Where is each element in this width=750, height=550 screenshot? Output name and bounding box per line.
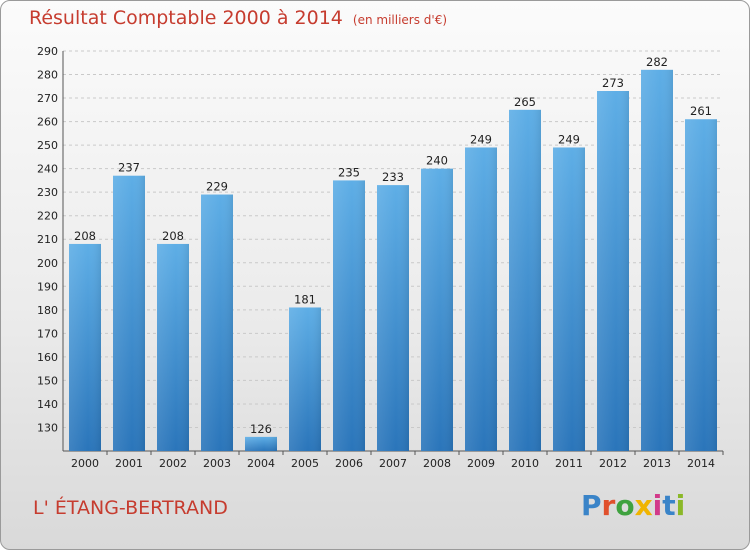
bar-shade-2007	[377, 185, 409, 451]
x-tick-label: 2003	[203, 457, 231, 470]
bar-shade-2010	[509, 109, 541, 451]
y-tick-label: 250	[37, 139, 58, 152]
y-tick-label: 220	[37, 210, 58, 223]
x-tick-label: 2012	[599, 457, 627, 470]
chart-subtitle: (en milliers d'€)	[352, 13, 448, 27]
y-tick-label: 150	[37, 374, 58, 387]
bar-value-label: 181	[294, 292, 316, 306]
bar-value-label: 240	[426, 154, 448, 168]
bar-value-label: 249	[470, 132, 492, 146]
x-tick-label: 2010	[511, 457, 539, 470]
proxiti-logo: Proxiti	[581, 489, 686, 522]
x-tick-label: 2002	[159, 457, 187, 470]
x-tick-label: 2009	[467, 457, 495, 470]
bar-value-label: 208	[162, 229, 184, 243]
y-tick-label: 140	[37, 398, 58, 411]
x-tick-label: 2013	[643, 457, 671, 470]
y-tick-label: 190	[37, 280, 58, 293]
bar-shade-2006	[333, 180, 365, 452]
bars: 208 237 208 229 126 181 235 233 240 249 265 249 273 2…	[69, 55, 717, 452]
bar-value-label: 273	[602, 76, 624, 90]
x-tick-label: 2006	[335, 457, 363, 470]
y-tick-label: 290	[37, 45, 58, 58]
x-tick-label: 2005	[291, 457, 319, 470]
bar-shade-2008	[421, 168, 453, 451]
bar-value-label: 249	[558, 132, 580, 146]
bar-value-label: 237	[118, 161, 140, 175]
bar-shade-2014	[685, 119, 717, 451]
y-tick-label: 160	[37, 351, 58, 364]
y-tick-label: 230	[37, 186, 58, 199]
bar-value-label: 233	[382, 170, 404, 184]
y-tick-label: 270	[37, 92, 58, 105]
y-tick-label: 130	[37, 421, 58, 434]
x-tick-label: 2008	[423, 457, 451, 470]
bar-value-label: 282	[646, 55, 668, 69]
x-tick-label: 2011	[555, 457, 583, 470]
bar-value-label: 126	[250, 422, 272, 436]
bar-shade-2001	[113, 175, 145, 452]
bar-value-label: 229	[206, 180, 228, 194]
bar-value-label: 265	[514, 95, 536, 109]
bar-shade-2013	[641, 69, 673, 451]
bar-shade-2002	[157, 243, 189, 451]
x-tick-label: 2001	[115, 457, 143, 470]
y-tick-label: 180	[37, 304, 58, 317]
bar-value-label: 261	[690, 104, 712, 118]
bar-value-label: 208	[74, 229, 96, 243]
bar-shade-2000	[69, 243, 101, 451]
x-axis: 2000 2001 2002 2003 2004 2005 2006 2007 2008 2009…	[71, 451, 724, 470]
x-tick-label: 2004	[247, 457, 275, 470]
bar-shade-2012	[597, 91, 629, 451]
y-tick-label: 170	[37, 327, 58, 340]
y-tick-label: 210	[37, 233, 58, 246]
bar-value-label: 235	[338, 165, 360, 179]
bar-shade-2005	[289, 307, 321, 451]
y-tick-label: 280	[37, 69, 58, 82]
bar-shade-2009	[465, 147, 497, 451]
y-tick-label: 260	[37, 116, 58, 129]
y-tick-label: 200	[37, 257, 58, 270]
place-name: L' ÉTANG-BERTRAND	[33, 497, 228, 519]
chart-title-text: Résultat Comptable 2000 à 2014	[29, 7, 343, 29]
bar-shade-2004	[245, 436, 277, 451]
bar-shade-2011	[553, 147, 585, 451]
x-tick-label: 2007	[379, 457, 407, 470]
bar-shade-2003	[201, 194, 233, 451]
x-tick-label: 2000	[71, 457, 99, 470]
chart-title: Résultat Comptable 2000 à 2014 (en millie…	[29, 7, 447, 29]
y-tick-label: 240	[37, 163, 58, 176]
x-tick-label: 2014	[687, 457, 715, 470]
